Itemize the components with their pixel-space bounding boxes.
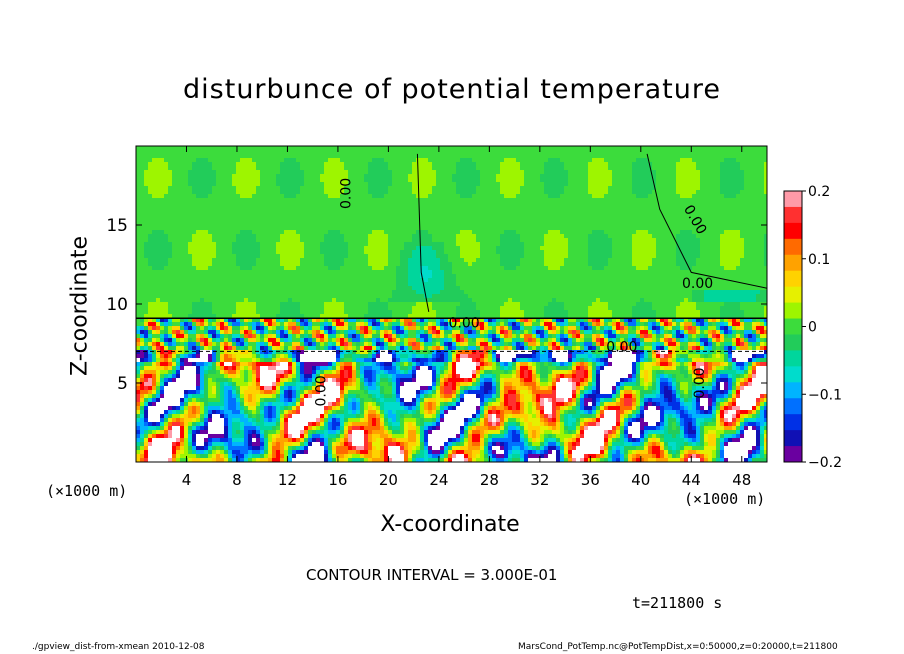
colorbar-swatch [784, 366, 802, 383]
colorbar-swatch [784, 350, 802, 367]
colorbar-swatch [784, 206, 802, 224]
colorbar-swatch [784, 318, 802, 335]
colorbar-swatch [784, 222, 802, 240]
time-label: t=211800 s [632, 594, 723, 612]
colorbar-tick-label: −0.2 [808, 455, 842, 471]
colorbar-swatch [784, 446, 802, 463]
contour-label: 0.00 [449, 316, 480, 332]
colorbar-swatch [784, 414, 802, 431]
y-axis-label: Z-coordinate [67, 236, 93, 376]
x-tick-label: 16 [328, 471, 347, 489]
colorbar-swatch [784, 191, 802, 208]
footer-left: ./gpview_dist-from-xmean 2010-12-08 [32, 642, 205, 652]
y-tick-label: 5 [117, 374, 128, 394]
x-tick-label: 36 [581, 471, 600, 489]
x-tick-label: 24 [429, 471, 448, 489]
colorbar-tick-label: 0.2 [808, 184, 830, 200]
contour-label: 0.00 [339, 178, 355, 209]
contour-label: 0.00 [692, 367, 708, 398]
x-tick-label: 20 [379, 471, 398, 489]
colorbar-swatch [784, 382, 802, 399]
colorbar-swatch [784, 398, 802, 415]
y-axis: 5 10 15 [106, 216, 767, 394]
footer-right: MarsCond_PotTemp.nc@PotTempDist,x=0:5000… [518, 642, 838, 652]
x-tick-label: 8 [232, 471, 242, 489]
colorbar: 0.2 0.1 0 −0.1 −0.2 [783, 184, 842, 471]
chart-title: disturbunce of potential temperature [183, 74, 721, 105]
x-axis-label: X-coordinate [380, 512, 520, 537]
colorbar-swatch [784, 254, 802, 272]
x-tick-label: 40 [631, 471, 650, 489]
colorbar-tick-label: 0 [808, 320, 817, 336]
colorbar-swatch [784, 286, 802, 304]
colorbar-swatch [784, 430, 802, 447]
contour-line [646, 153, 767, 289]
y-tick-label: 10 [106, 295, 128, 315]
colorbar-swatch [784, 302, 802, 320]
y-tick-label: 15 [106, 216, 128, 236]
contour-label: 0.00 [606, 339, 637, 355]
colorbar-tick-label: −0.1 [808, 387, 842, 403]
colorbar-swatch [784, 270, 802, 288]
x-unit-label: (×1000 m) [684, 490, 766, 508]
x-tick-label: 12 [278, 471, 297, 489]
x-tick-label: 48 [732, 471, 751, 489]
contour-label: 0.00 [313, 375, 329, 406]
x-tick-label: 44 [682, 471, 701, 489]
contour-label: 0.00 [682, 276, 713, 292]
x-axis: 4 8 12 16 20 24 28 32 36 40 44 48 [182, 146, 751, 489]
contour-line [416, 153, 430, 312]
contour-interval-label: CONTOUR INTERVAL = 3.000E-01 [306, 566, 558, 584]
colorbar-swatch [784, 334, 802, 351]
x-tick-label: 32 [530, 471, 549, 489]
z-unit-label: (×1000 m) [46, 482, 128, 500]
x-tick-label: 4 [182, 471, 192, 489]
colorbar-tick-label: 0.1 [808, 252, 830, 268]
colorbar-swatch [784, 238, 802, 256]
x-tick-label: 28 [480, 471, 499, 489]
plot-area: 0.000.000.000.000.000.00 0.00 [136, 146, 767, 462]
